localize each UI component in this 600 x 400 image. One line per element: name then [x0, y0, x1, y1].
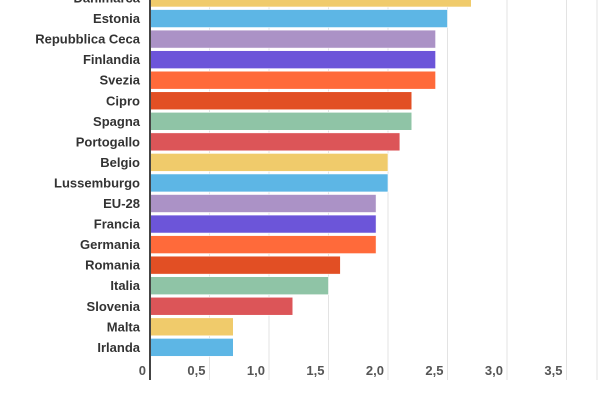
- category-label: Italia: [110, 278, 140, 293]
- bar-slovenia: [149, 296, 294, 316]
- category-label: Portogallo: [76, 134, 140, 149]
- category-label: Malta: [107, 319, 141, 334]
- bar-finlandia: [149, 50, 436, 69]
- category-label: Irlanda: [97, 340, 140, 355]
- x-tick-label: 0: [139, 363, 146, 378]
- x-tick-label: 1,0: [247, 363, 265, 378]
- category-label: Cipro: [106, 93, 140, 108]
- category-label: Romania: [85, 258, 141, 273]
- category-label: Svezia: [100, 73, 141, 88]
- category-label: Slovenia: [87, 299, 141, 314]
- bar-portogallo: [149, 132, 401, 152]
- category-label: Danimarca: [74, 0, 141, 6]
- x-tick-label: 3,0: [485, 363, 503, 378]
- bar-italia: [149, 276, 329, 296]
- category-label: EU-28: [103, 196, 140, 211]
- bar-belgio: [149, 153, 389, 172]
- bar-francia: [149, 214, 377, 234]
- x-tick-label: 2,5: [425, 363, 443, 378]
- bar-cipro: [149, 91, 413, 111]
- category-label: Spagna: [93, 114, 141, 129]
- bar-svezia: [149, 70, 436, 90]
- x-tick-label: 0,5: [187, 363, 205, 378]
- category-label: Francia: [94, 217, 141, 232]
- category-label: Belgio: [100, 155, 140, 170]
- category-label: Germania: [80, 237, 141, 252]
- bar-eu-28: [149, 194, 377, 213]
- bar-repubblica-ceca: [149, 29, 436, 49]
- x-tick-label: 3,5: [544, 363, 562, 378]
- x-tick-label: 1,5: [306, 363, 324, 378]
- bar-germania: [149, 235, 377, 254]
- category-label: Finlandia: [83, 52, 141, 67]
- bar-spagna: [149, 112, 413, 131]
- category-label: Repubblica Ceca: [35, 32, 141, 47]
- bar-danimarca: [149, 0, 472, 8]
- bar-malta: [149, 317, 234, 337]
- bar-irlanda: [149, 338, 234, 357]
- bar-estonia: [149, 9, 448, 28]
- bar-romania: [149, 255, 341, 275]
- category-label: Lussemburgo: [54, 175, 140, 190]
- category-label: Estonia: [93, 11, 141, 26]
- bar-lussemburgo: [149, 173, 389, 193]
- x-tick-label: 2,0: [366, 363, 384, 378]
